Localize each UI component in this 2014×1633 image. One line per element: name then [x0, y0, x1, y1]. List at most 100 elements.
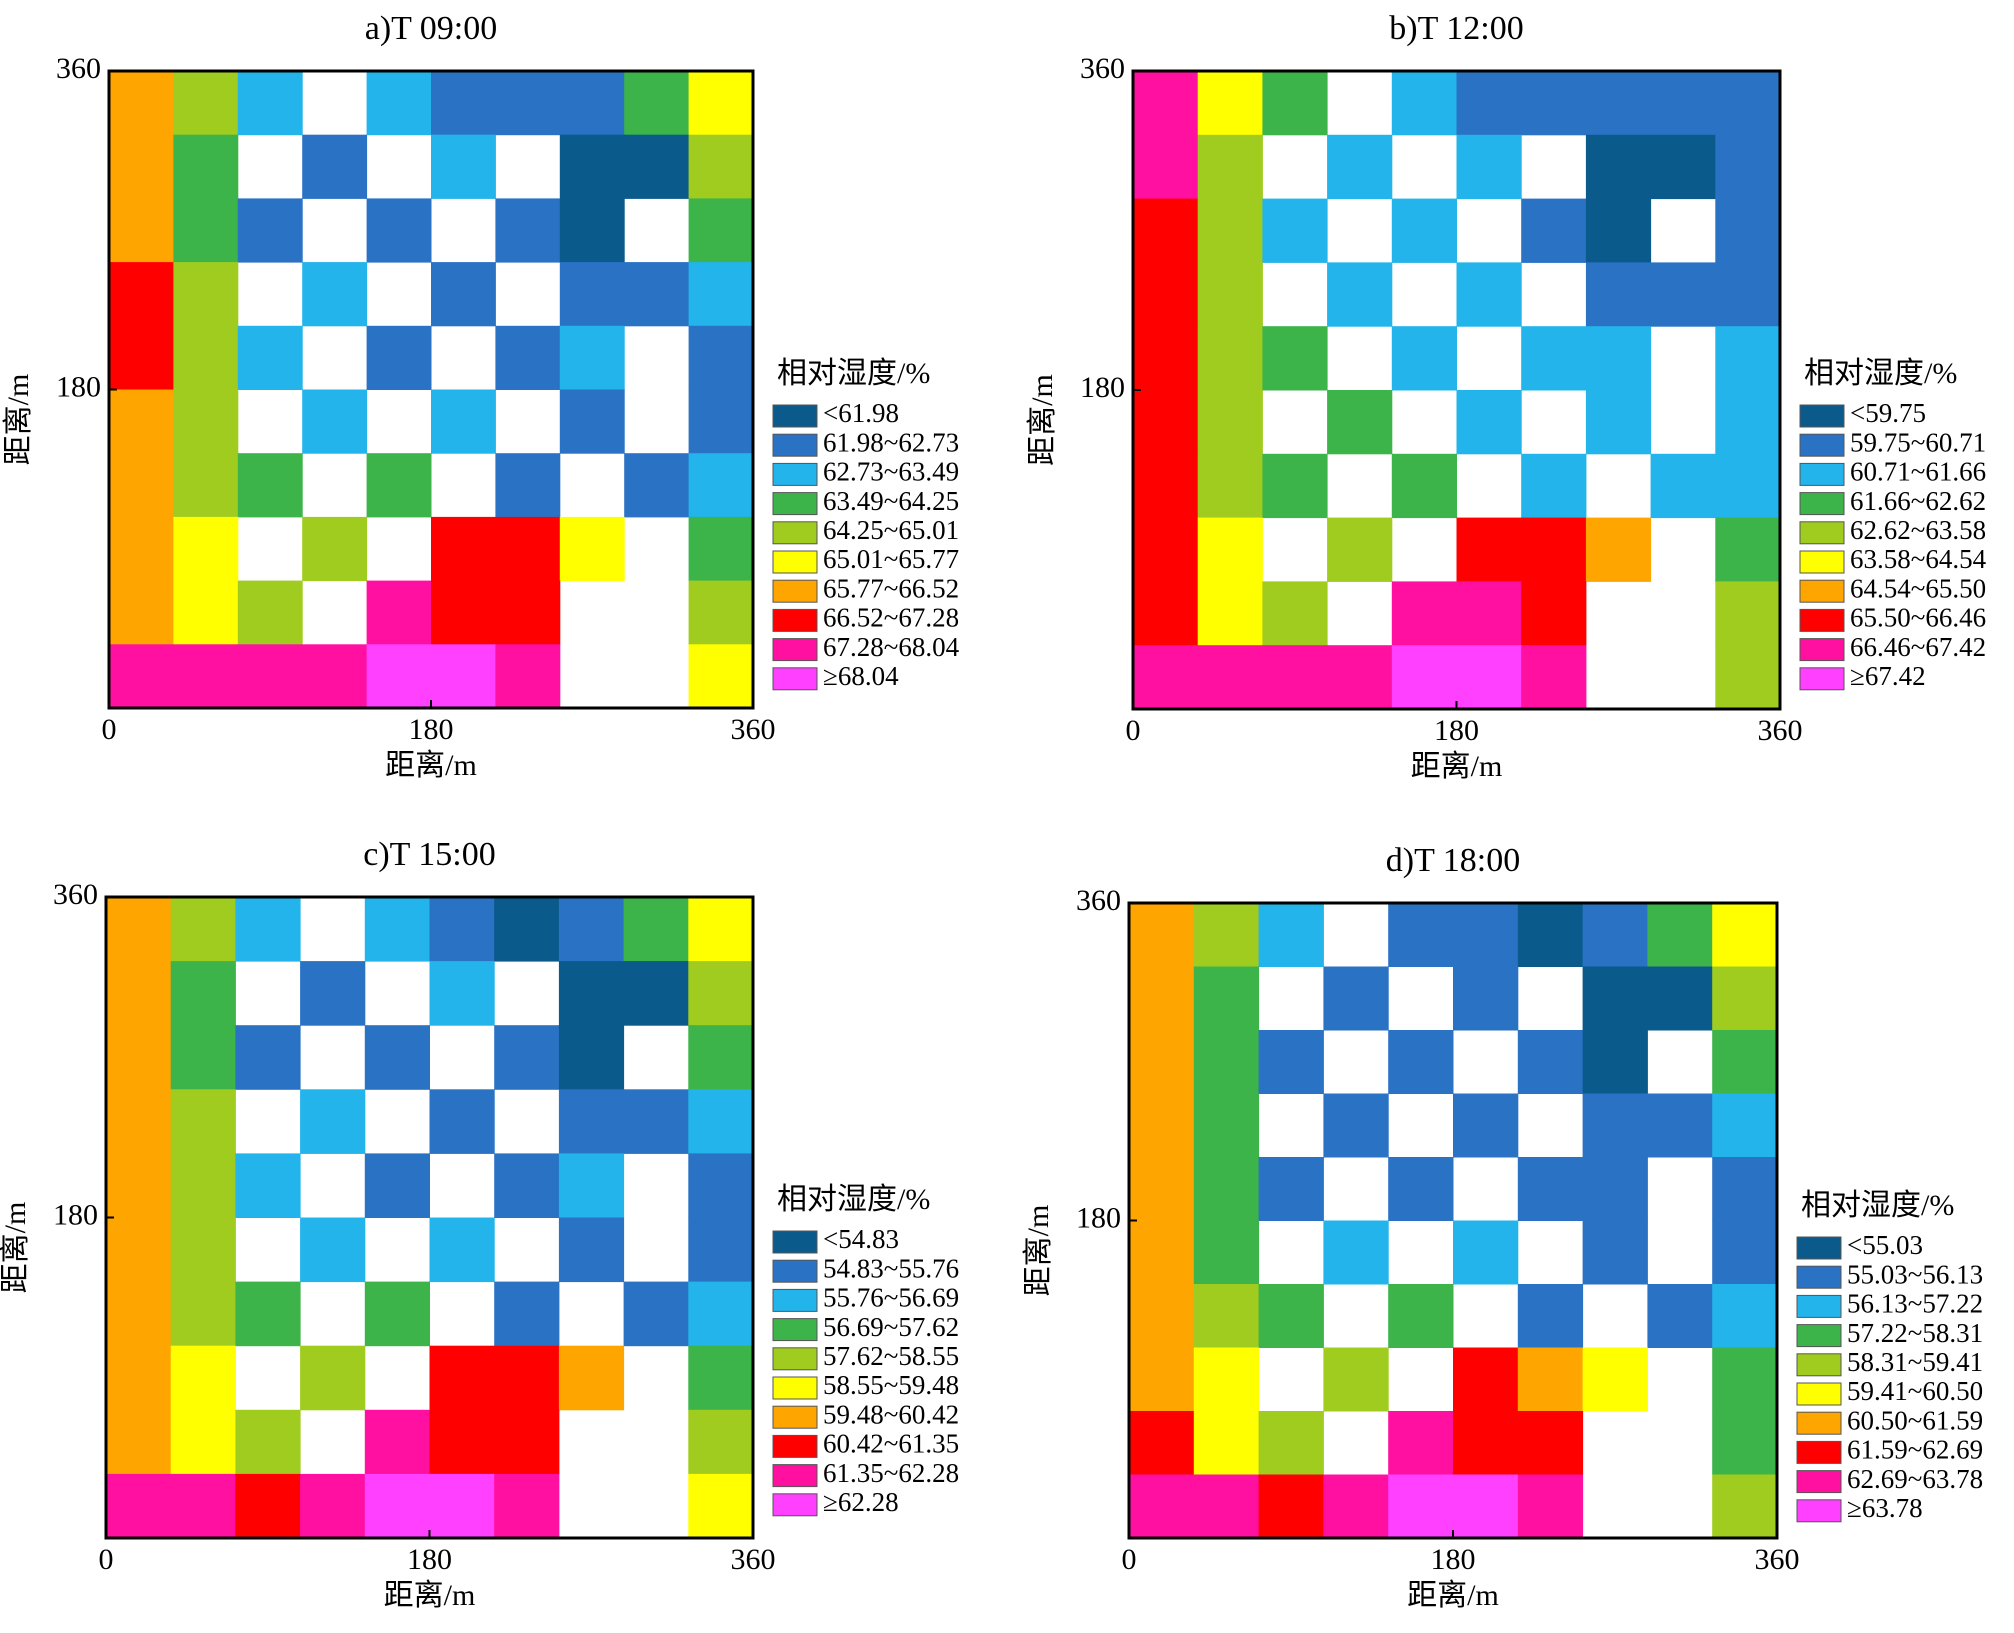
- heat-cell: [1712, 1157, 1778, 1221]
- heat-cell: [1715, 198, 1781, 263]
- heat-cell: [688, 1217, 754, 1283]
- x-axis-label: 距离/m: [384, 1579, 476, 1612]
- heat-cell: [1456, 517, 1522, 582]
- heat-cell: [300, 1217, 366, 1283]
- legend-label: 61.59~62.69: [1847, 1435, 1983, 1465]
- heat-cell: [431, 71, 496, 136]
- heat-cell: [1133, 326, 1199, 391]
- heat-cell: [1193, 1030, 1260, 1094]
- heat-cell: [1388, 1157, 1454, 1221]
- heat-cell: [170, 961, 236, 1026]
- heat-cell: [624, 453, 690, 518]
- heat-cell: [1582, 1220, 1648, 1285]
- heat-cell: [431, 580, 496, 645]
- legend-label: ≥62.28: [823, 1487, 899, 1517]
- heat-cell: [1133, 390, 1199, 455]
- heat-cell: [559, 262, 625, 327]
- heat-cell: [237, 325, 303, 390]
- heat-cell: [1129, 1093, 1195, 1158]
- heat-cell: [235, 897, 301, 962]
- heat-cell: [559, 134, 625, 199]
- y-axis-label: 距离/m: [1026, 374, 1059, 466]
- heat-cell: [559, 198, 625, 263]
- heat-cell: [235, 1281, 301, 1347]
- legend-label: 56.69~57.62: [823, 1312, 959, 1342]
- heat-cell: [1715, 645, 1781, 710]
- heat-cell: [1391, 71, 1457, 136]
- heat-cell: [1193, 1411, 1260, 1475]
- legend-swatch: [1796, 1411, 1842, 1435]
- legend-swatch: [1799, 667, 1845, 691]
- heat-cell: [366, 325, 432, 390]
- heat-cell: [1712, 1284, 1778, 1348]
- legend-swatch: [772, 579, 818, 603]
- heat-cell: [300, 1089, 366, 1154]
- heat-cell: [1712, 1093, 1778, 1158]
- legend-swatch: [1796, 1353, 1842, 1377]
- heat-cell: [1388, 1030, 1454, 1094]
- heat-cell: [558, 1025, 625, 1090]
- heat-cell: [106, 1089, 172, 1154]
- heat-cell: [431, 644, 496, 709]
- legend-label: 65.50~66.46: [1850, 603, 1986, 633]
- legend-swatch: [1799, 638, 1845, 662]
- legend-swatch: [772, 492, 818, 516]
- heat-cell: [1323, 1220, 1389, 1285]
- heat-cell: [1262, 198, 1328, 263]
- heat-cell: [1712, 1030, 1778, 1094]
- heat-cell: [109, 516, 174, 582]
- heat-cell: [1262, 326, 1328, 391]
- heat-cell: [1258, 1157, 1324, 1221]
- heat-cell: [624, 262, 690, 327]
- heat-cell: [300, 1345, 366, 1411]
- heat-cell: [688, 1473, 754, 1539]
- heat-cell: [302, 516, 368, 582]
- heat-cell: [106, 1153, 172, 1218]
- heat-cell: [623, 961, 689, 1026]
- heat-cell: [170, 1281, 236, 1347]
- heat-cell: [1456, 645, 1522, 710]
- legend-swatch: [772, 1493, 818, 1517]
- legend-swatch: [1796, 1324, 1842, 1348]
- heat-cell: [1582, 966, 1648, 1031]
- y-tick-label: 180: [53, 1198, 98, 1231]
- heat-cell: [559, 516, 625, 582]
- heat-cell: [1453, 966, 1519, 1031]
- legend-swatch: [772, 1405, 818, 1429]
- legend-swatch: [772, 433, 818, 457]
- legend-swatch: [1796, 1470, 1842, 1494]
- legend-label: 62.69~63.78: [1847, 1464, 1983, 1494]
- y-tick-label: 360: [53, 878, 98, 911]
- legend-swatch: [1796, 1236, 1842, 1260]
- x-axis-label: 距离/m: [1407, 1579, 1499, 1612]
- heat-cell: [235, 1025, 301, 1090]
- heat-cell: [302, 134, 368, 199]
- heat-cell: [1585, 71, 1652, 136]
- heat-cell: [1453, 1474, 1519, 1539]
- legend-label: 67.28~68.04: [823, 632, 960, 662]
- heat-cell: [429, 1217, 495, 1283]
- heat-cell: [235, 1153, 301, 1218]
- heat-cell: [688, 1281, 754, 1347]
- heat-cell: [364, 1025, 430, 1090]
- legend-swatch: [772, 550, 818, 574]
- x-tick-label: 0: [1122, 1543, 1137, 1576]
- heat-cell: [1456, 262, 1522, 327]
- legend-swatch: [772, 1230, 818, 1254]
- heat-cell: [688, 1153, 754, 1218]
- heat-cell: [1391, 326, 1457, 391]
- heat-cell: [1197, 390, 1263, 455]
- legend-label: <54.83: [823, 1224, 899, 1254]
- heat-cell: [1650, 262, 1716, 327]
- heat-cell: [1193, 1157, 1260, 1221]
- y-tick-label: 360: [1076, 884, 1121, 917]
- legend-label: 55.76~56.69: [823, 1283, 959, 1313]
- heat-cell: [1129, 1157, 1195, 1221]
- heat-cell: [173, 71, 239, 136]
- heat-cell: [494, 1025, 560, 1090]
- heat-cell: [1650, 134, 1716, 200]
- legend-label: 60.42~61.35: [823, 1429, 959, 1459]
- legend-swatch: [1799, 579, 1845, 603]
- heat-cell: [558, 1153, 625, 1218]
- heat-cell: [688, 897, 754, 962]
